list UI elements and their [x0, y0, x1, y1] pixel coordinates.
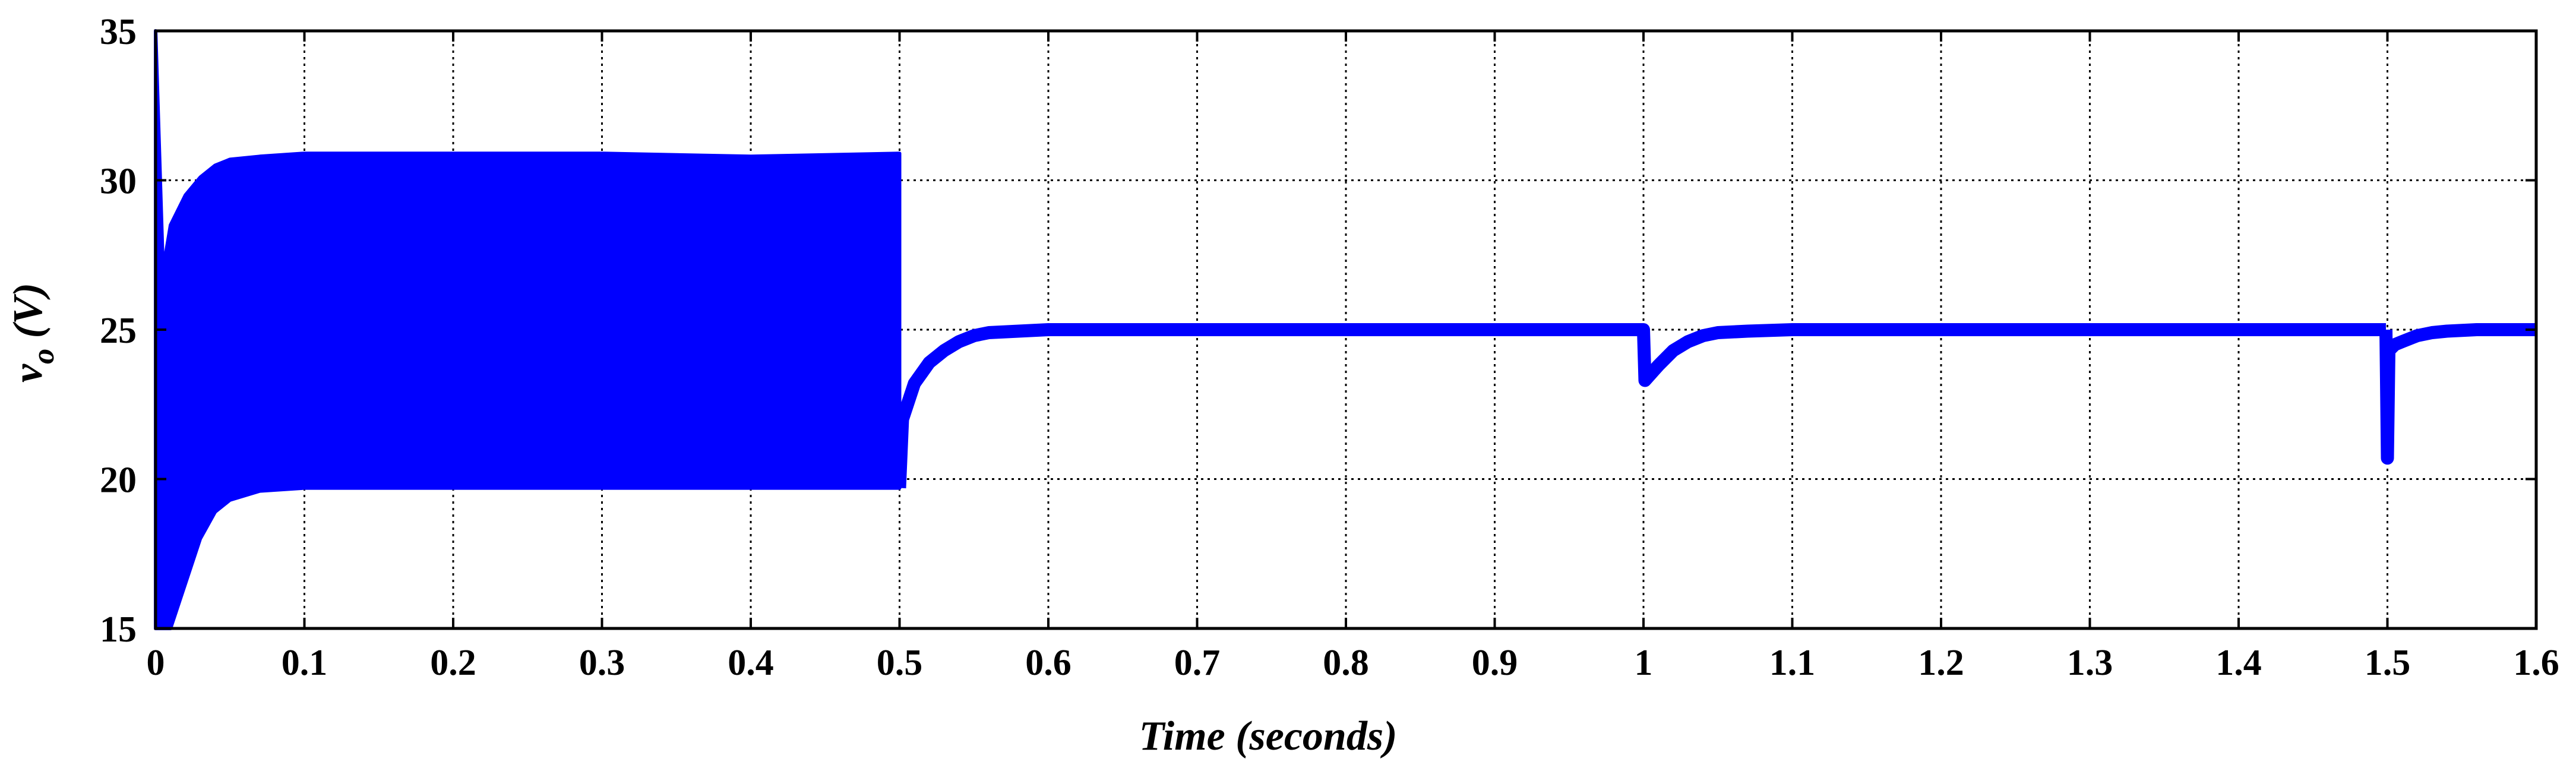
series-oscillation-band: [154, 29, 902, 630]
x-tick-label: 0.4: [728, 643, 774, 683]
x-axis-label: Time (seconds): [1139, 713, 1398, 759]
x-tick-label: 1.1: [1769, 643, 1816, 683]
y-tick-label: 15: [100, 609, 137, 650]
x-tick-label: 0.7: [1174, 643, 1221, 683]
y-tick-labels: 15 20 25 30 35: [100, 12, 137, 650]
x-tick-label: 0.6: [1025, 643, 1072, 683]
series-layer: [154, 29, 2536, 630]
y-axis-label: vo (V): [5, 283, 61, 383]
y-axis-label-unit: (V): [5, 283, 51, 349]
series-line-disturbance: [2379, 323, 2536, 465]
x-tick-label: 0.3: [579, 643, 625, 683]
series-line-settling: [893, 323, 1641, 489]
x-tick-labels: 0 0.1 0.2 0.3 0.4 0.5 0.6 0.7 0.8 0.9 1 1.1 1.2 1.3 1.…: [147, 643, 2559, 683]
series-line-disturbance: [1637, 323, 2386, 387]
y-tick-label: 25: [100, 311, 137, 351]
x-tick-label: 0.2: [430, 643, 476, 683]
y-axis-label-main: v: [5, 364, 51, 383]
x-tick-label: 0.1: [282, 643, 328, 683]
x-tick-label: 0.8: [1323, 643, 1369, 683]
x-tick-label: 1.6: [2513, 643, 2559, 683]
y-axis-label-subscript: o: [27, 349, 61, 364]
x-tick-label: 1: [1635, 643, 1653, 683]
y-tick-label: 35: [100, 12, 137, 52]
y-tick-label: 30: [100, 162, 137, 202]
y-tick-label: 20: [100, 460, 137, 501]
x-tick-label: 0.9: [1472, 643, 1518, 683]
tick-layer: [154, 30, 2537, 630]
x-tick-label: 1.4: [2215, 643, 2262, 683]
x-tick-label: 1.3: [2067, 643, 2113, 683]
x-tick-label: 1.2: [1918, 643, 1964, 683]
x-tick-label: 1.5: [2365, 643, 2411, 683]
x-tick-label: 0: [147, 643, 165, 683]
x-tick-label: 0.5: [877, 643, 923, 683]
